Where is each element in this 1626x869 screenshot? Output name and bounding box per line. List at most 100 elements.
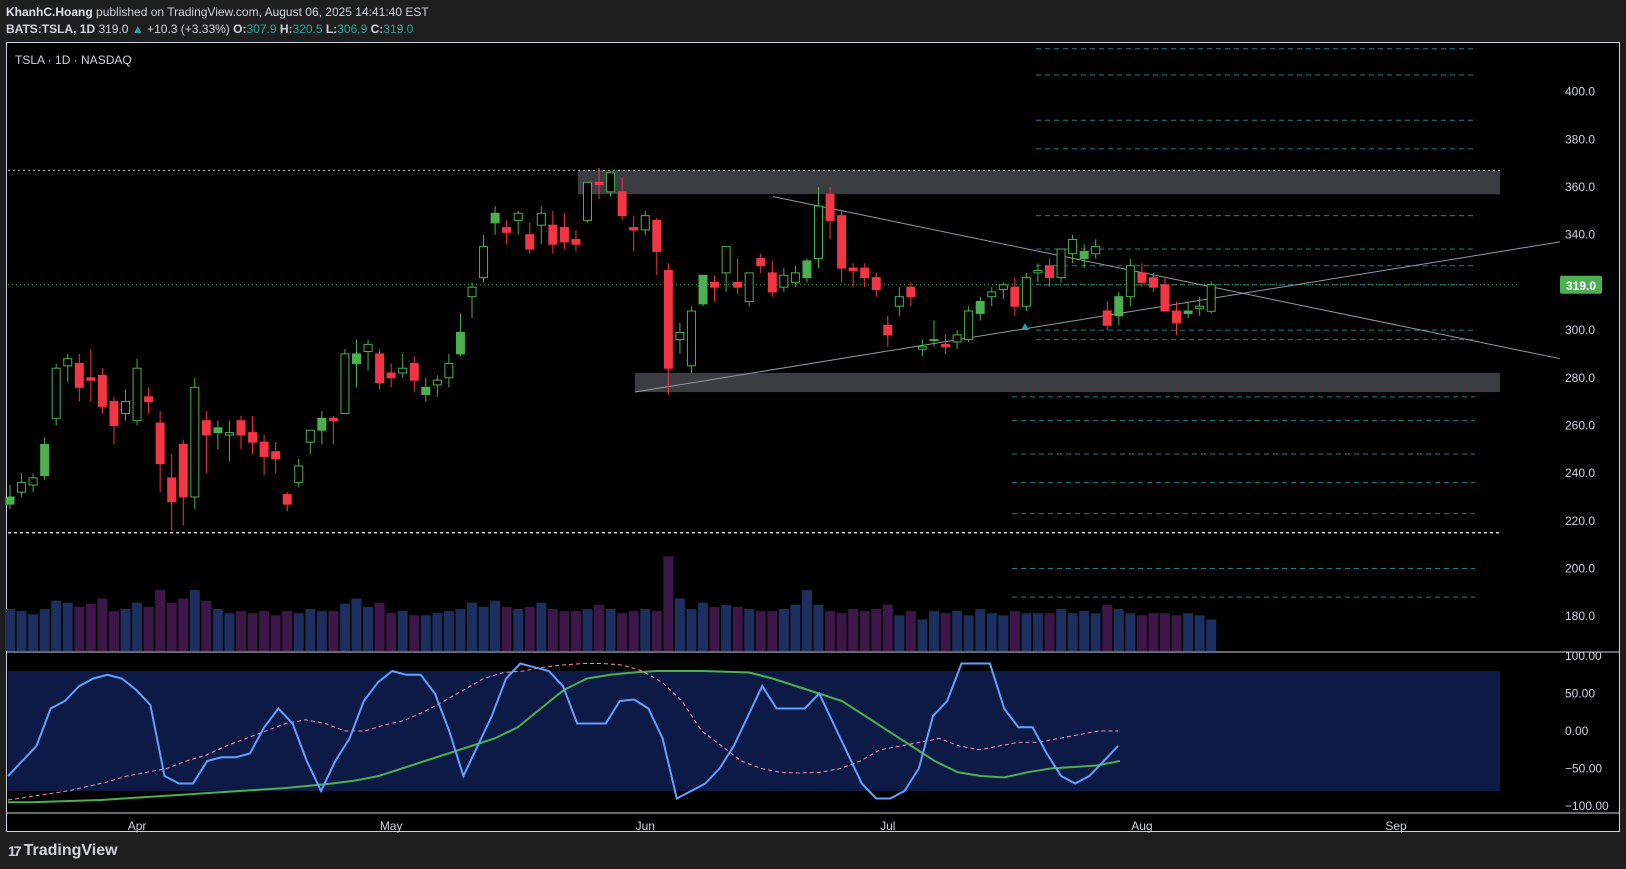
- price-tick-label: 400.0: [1565, 85, 1595, 99]
- volume-bar: [790, 604, 801, 651]
- volume-bar: [905, 611, 916, 651]
- candle-body: [767, 272, 777, 293]
- volume-bar: [328, 611, 339, 651]
- close-label: C:: [370, 22, 384, 36]
- price-tick-label: 260.0: [1565, 418, 1595, 432]
- volume-bar: [998, 615, 1009, 651]
- candle-body: [744, 272, 754, 302]
- volume-bar: [305, 609, 316, 651]
- volume-bar: [1021, 613, 1032, 651]
- price-change: +10.3 (+3.33%): [147, 22, 230, 36]
- price-tick-label: 180.0: [1565, 609, 1595, 623]
- volume-bar: [443, 611, 454, 651]
- resistance-zone: [578, 170, 1500, 195]
- candle-body: [663, 269, 673, 369]
- support-zone: [635, 372, 1500, 393]
- candle-body: [375, 353, 385, 384]
- open-label: O:: [233, 22, 247, 36]
- candle-body: [941, 343, 951, 348]
- volume-bar: [1206, 619, 1217, 651]
- volume-bar: [917, 619, 928, 651]
- candle-body: [790, 272, 800, 283]
- candle-body: [975, 300, 985, 314]
- price-tick-label: 360.0: [1565, 180, 1595, 194]
- candle-body: [1033, 269, 1043, 274]
- volume-bar: [282, 611, 293, 651]
- volume-bar: [940, 613, 951, 651]
- volume-bar: [16, 611, 27, 651]
- candle-body: [525, 234, 535, 250]
- publish-date: published on TradingView.com, August 06,…: [96, 5, 429, 19]
- candle-body: [178, 444, 188, 498]
- volume-bar: [420, 615, 431, 651]
- brand-logo[interactable]: 17 TradingView: [8, 842, 118, 860]
- oscillator-tick-label: 0.00: [1565, 724, 1589, 738]
- volume-bar: [1136, 615, 1147, 651]
- oscillator-tick-label: −50.00: [1565, 762, 1602, 776]
- candle-body: [721, 246, 731, 274]
- candle-body: [1010, 286, 1020, 307]
- volume-bar: [339, 603, 350, 651]
- candle-body: [409, 362, 419, 381]
- candle-body: [825, 193, 835, 221]
- volume-bar: [143, 606, 154, 651]
- candle-body: [467, 286, 477, 298]
- volume-bar: [848, 609, 859, 651]
- volume-bar: [651, 611, 662, 651]
- candle-body: [490, 212, 500, 224]
- volume-bar: [1102, 604, 1113, 651]
- time-tick-label: Jul: [880, 819, 895, 833]
- symbol-line: BATS:TSLA, 1D: [6, 22, 96, 36]
- candle-body: [5, 496, 15, 505]
- volume-bar: [132, 602, 143, 651]
- volume-bar: [374, 602, 385, 651]
- candle-body: [259, 441, 269, 457]
- volume-bar: [432, 613, 443, 651]
- volume-bar: [351, 598, 362, 651]
- volume-bar: [524, 606, 535, 651]
- candle-body: [502, 227, 512, 233]
- author-name[interactable]: KhanhC.Hoang: [6, 5, 93, 19]
- candle-body: [248, 432, 258, 443]
- candle-body: [271, 451, 281, 460]
- candle-body: [640, 215, 650, 231]
- volume-bar: [386, 613, 397, 651]
- candle-body: [97, 374, 107, 407]
- candle-body: [1102, 310, 1112, 326]
- volume-bar: [582, 609, 593, 651]
- volume-bar: [547, 609, 558, 651]
- candle-body: [513, 212, 523, 221]
- candle-body: [155, 422, 165, 465]
- candle-body: [421, 386, 431, 395]
- candle-body: [894, 296, 904, 307]
- price-tick-label: 240.0: [1565, 466, 1595, 480]
- volume-bar: [155, 590, 166, 651]
- candle-body: [871, 277, 881, 291]
- last-price-badge-label: 319.0: [1566, 279, 1596, 293]
- volume-bar: [1009, 611, 1020, 651]
- candle-body: [398, 367, 408, 374]
- volume-bar: [986, 613, 997, 651]
- candle-body: [987, 291, 997, 298]
- volume-bar: [1194, 615, 1205, 651]
- candle-body: [51, 367, 61, 419]
- candle-body: [733, 281, 743, 288]
- volume-bar: [1079, 611, 1090, 651]
- candle-body: [1045, 265, 1054, 279]
- low-label: L:: [325, 22, 338, 36]
- descending-trendline: [772, 196, 1561, 360]
- candle-body: [710, 281, 720, 288]
- volume-bar: [224, 613, 235, 651]
- volume-bar: [120, 609, 131, 651]
- volume-bar: [570, 611, 581, 651]
- volume-bar: [836, 613, 847, 651]
- candle-body: [1079, 250, 1089, 260]
- volume-bar: [97, 598, 108, 651]
- candle-body: [17, 482, 27, 493]
- volume-bar: [640, 609, 651, 651]
- price-tick-label: 280.0: [1565, 371, 1595, 385]
- candle-body: [1056, 248, 1066, 279]
- candle-body: [1160, 284, 1170, 312]
- candle-body: [363, 343, 373, 353]
